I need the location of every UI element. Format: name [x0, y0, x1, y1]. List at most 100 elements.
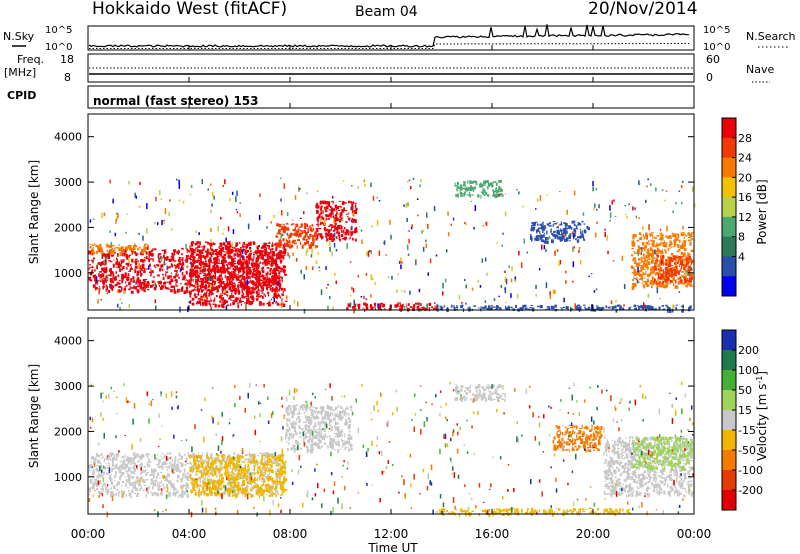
power-cell: [185, 270, 188, 275]
power-cell: [578, 308, 581, 311]
power-speckle-cell: [288, 255, 291, 259]
power-cell: [199, 252, 201, 256]
velocity-cell: [247, 463, 250, 468]
power-cell: [564, 239, 567, 242]
power-speckle-cell: [578, 250, 580, 253]
velocity-cell: [278, 463, 280, 467]
power-speckle-cell: [275, 260, 278, 262]
power-cell: [646, 255, 649, 258]
power-cell: [151, 249, 153, 252]
velocity-cell: [89, 481, 92, 484]
power-cell: [233, 273, 237, 278]
power-cell: [88, 276, 91, 281]
power-cell: [244, 252, 247, 255]
velocity-cell: [106, 489, 110, 493]
power-speckle-cell: [327, 305, 329, 311]
power-cell: [254, 270, 257, 273]
power-cell: [147, 244, 149, 248]
power-cell: [239, 267, 241, 271]
power-cell: [334, 227, 336, 231]
velocity-cell: [145, 453, 149, 457]
power-cell: [299, 229, 302, 232]
power-speckle-cell: [331, 251, 333, 257]
power-cell: [241, 268, 245, 270]
power-cell: [112, 263, 115, 268]
power-speckle-cell: [246, 279, 248, 285]
power-cell: [223, 260, 227, 263]
power-speckle-cell: [103, 212, 106, 217]
power-speckle-cell: [644, 264, 646, 266]
power-cell: [261, 270, 264, 273]
power-cell: [204, 300, 208, 304]
velocity-cell: [228, 486, 230, 489]
power-cell: [648, 258, 651, 260]
power-cell: [484, 192, 488, 195]
velocity-cell: [261, 468, 263, 470]
power-cell: [191, 254, 194, 258]
power-cell: [200, 280, 203, 284]
power-cell: [275, 300, 277, 304]
power-cell: [141, 248, 144, 252]
power-cell: [275, 246, 278, 249]
power-speckle-cell: [397, 273, 399, 276]
power-cell: [654, 263, 657, 266]
power-cell: [109, 269, 112, 273]
velocity-cell: [187, 462, 190, 465]
power-cell: [238, 275, 241, 278]
power-cell: [246, 250, 250, 253]
power-cell: [636, 262, 639, 266]
power-cell: [690, 239, 692, 243]
power-cell: [185, 286, 189, 290]
velocity-cell: [121, 489, 123, 494]
power-cell: [259, 304, 261, 307]
velocity-cell: [93, 481, 95, 483]
power-cell: [147, 251, 149, 255]
power-speckle-cell: [210, 227, 212, 232]
power-cell: [664, 272, 666, 275]
velocity-cell: [187, 479, 190, 482]
power-cell: [98, 262, 101, 266]
velocity-cell: [233, 487, 236, 490]
power-cell: [658, 238, 661, 240]
power-speckle-cell: [320, 217, 322, 222]
velocity-cell: [99, 479, 102, 482]
power-cell: [679, 276, 681, 278]
power-cell: [270, 267, 272, 269]
power-cell: [194, 251, 196, 254]
power-cell: [88, 250, 92, 255]
power-cell: [124, 253, 127, 256]
power-cell: [227, 282, 230, 287]
power-cell: [555, 234, 557, 238]
velocity-cell: [108, 476, 112, 480]
power-cell: [213, 288, 215, 290]
velocity-cell: [88, 489, 91, 493]
power-cell: [311, 234, 315, 236]
power-cell: [681, 233, 684, 237]
power-cell: [638, 270, 640, 273]
velocity-cell: [185, 457, 188, 461]
power-cell: [354, 204, 357, 208]
power-speckle-cell: [357, 275, 360, 278]
power-speckle-cell: [365, 272, 368, 276]
power-cell: [643, 234, 645, 237]
power-speckle-cell: [259, 193, 261, 197]
velocity-cell: [248, 460, 250, 463]
power-cell: [242, 296, 246, 299]
freq-tick-bottom: 8: [64, 71, 71, 84]
velocity-cell: [144, 469, 148, 471]
velocity-cell: [275, 476, 277, 480]
power-cell: [281, 227, 283, 231]
power-speckle-cell: [596, 221, 598, 224]
power-cell: [666, 267, 668, 271]
power-cell: [577, 224, 579, 226]
power-cell: [637, 245, 640, 249]
velocity-cell: [193, 466, 197, 469]
power-cell: [221, 294, 223, 297]
power-cell: [258, 274, 260, 278]
velocity-cell: [202, 490, 206, 493]
power-cell: [277, 293, 279, 295]
power-speckle-cell: [335, 280, 337, 285]
power-cell: [646, 278, 649, 283]
power-cell: [536, 229, 540, 232]
velocity-cell: [183, 484, 186, 487]
